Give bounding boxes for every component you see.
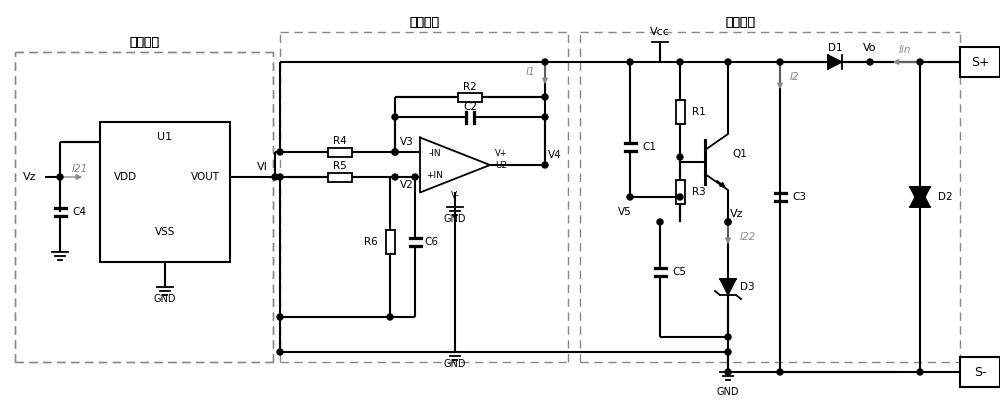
Circle shape	[277, 314, 283, 320]
Text: R2: R2	[463, 82, 477, 92]
Circle shape	[542, 114, 548, 120]
Text: S-: S-	[974, 365, 986, 379]
Text: C4: C4	[72, 207, 86, 217]
Bar	[100, 122, 230, 262]
Circle shape	[542, 59, 548, 65]
Bar	[328, 148, 352, 156]
Circle shape	[627, 59, 633, 65]
Text: I21: I21	[72, 164, 88, 174]
Circle shape	[777, 59, 783, 65]
Bar	[960, 357, 1000, 387]
Text: I1: I1	[525, 67, 535, 77]
Text: D3: D3	[740, 282, 755, 292]
Bar	[676, 100, 684, 124]
Text: 第一部分: 第一部分	[129, 35, 159, 48]
Circle shape	[677, 154, 683, 160]
Bar	[676, 180, 684, 204]
Text: V5: V5	[618, 207, 632, 217]
Text: C5: C5	[672, 267, 686, 277]
Text: GND: GND	[444, 214, 466, 224]
Circle shape	[917, 369, 923, 375]
Circle shape	[277, 149, 283, 155]
Polygon shape	[910, 187, 930, 207]
Text: R5: R5	[333, 161, 347, 171]
Text: 第二部分: 第二部分	[409, 15, 439, 28]
Text: R1: R1	[692, 107, 706, 117]
Text: 第一部分: 第一部分	[129, 35, 159, 48]
Circle shape	[277, 349, 283, 355]
Text: Q1: Q1	[732, 149, 747, 159]
Text: C3: C3	[792, 192, 806, 202]
Text: R3: R3	[692, 187, 706, 197]
Circle shape	[542, 162, 548, 168]
Circle shape	[725, 334, 731, 340]
Text: D2: D2	[938, 192, 953, 202]
Text: S+: S+	[971, 55, 989, 68]
Polygon shape	[910, 187, 930, 207]
Text: V+: V+	[495, 148, 508, 158]
Text: VI: VI	[257, 162, 268, 172]
Text: V3: V3	[400, 137, 414, 147]
Text: I22: I22	[740, 232, 756, 242]
Text: V4: V4	[548, 150, 562, 160]
Text: VSS: VSS	[155, 227, 175, 237]
Bar	[960, 47, 1000, 77]
Circle shape	[725, 349, 731, 355]
Text: GND: GND	[154, 294, 176, 304]
Circle shape	[677, 194, 683, 200]
Circle shape	[392, 149, 398, 155]
Circle shape	[725, 369, 731, 375]
Circle shape	[412, 174, 418, 180]
Circle shape	[677, 59, 683, 65]
Text: Vz: Vz	[23, 172, 37, 182]
Text: R4: R4	[333, 136, 347, 146]
Circle shape	[777, 369, 783, 375]
Text: VOUT: VOUT	[190, 172, 220, 182]
Circle shape	[657, 219, 663, 225]
Text: R6: R6	[364, 237, 378, 247]
Circle shape	[725, 59, 731, 65]
Text: Vo: Vo	[863, 43, 877, 53]
Circle shape	[392, 149, 398, 155]
Text: I2: I2	[790, 72, 800, 82]
Text: D1: D1	[828, 43, 842, 53]
Text: V2: V2	[400, 180, 414, 190]
Circle shape	[387, 314, 393, 320]
Text: GND: GND	[717, 387, 739, 397]
Text: -IN: -IN	[429, 148, 441, 158]
Circle shape	[917, 59, 923, 65]
Circle shape	[392, 114, 398, 120]
Bar	[458, 93, 482, 101]
Text: V-: V-	[451, 191, 459, 199]
Text: GND: GND	[444, 359, 466, 369]
Circle shape	[542, 94, 548, 100]
Bar	[386, 230, 394, 254]
Text: VDD: VDD	[113, 172, 137, 182]
Text: +IN: +IN	[427, 171, 443, 179]
Polygon shape	[720, 279, 736, 295]
Polygon shape	[828, 55, 842, 69]
Text: C1: C1	[642, 142, 656, 152]
Text: 第三部分: 第三部分	[725, 15, 755, 28]
Circle shape	[277, 174, 283, 180]
Text: 第三部分: 第三部分	[725, 15, 755, 28]
Circle shape	[272, 174, 278, 180]
Circle shape	[725, 219, 731, 225]
Text: Vz: Vz	[730, 209, 744, 219]
Circle shape	[725, 219, 731, 225]
Text: C2: C2	[463, 102, 477, 112]
Text: Iin: Iin	[899, 45, 911, 55]
Circle shape	[57, 174, 63, 180]
Text: Vcc: Vcc	[650, 27, 670, 37]
Text: U1: U1	[157, 132, 173, 142]
Text: C6: C6	[424, 237, 438, 247]
Circle shape	[627, 194, 633, 200]
Polygon shape	[420, 138, 490, 193]
Circle shape	[392, 174, 398, 180]
Text: U2: U2	[495, 161, 507, 169]
Bar	[328, 173, 352, 181]
Text: 第二部分: 第二部分	[409, 15, 439, 28]
Circle shape	[867, 59, 873, 65]
